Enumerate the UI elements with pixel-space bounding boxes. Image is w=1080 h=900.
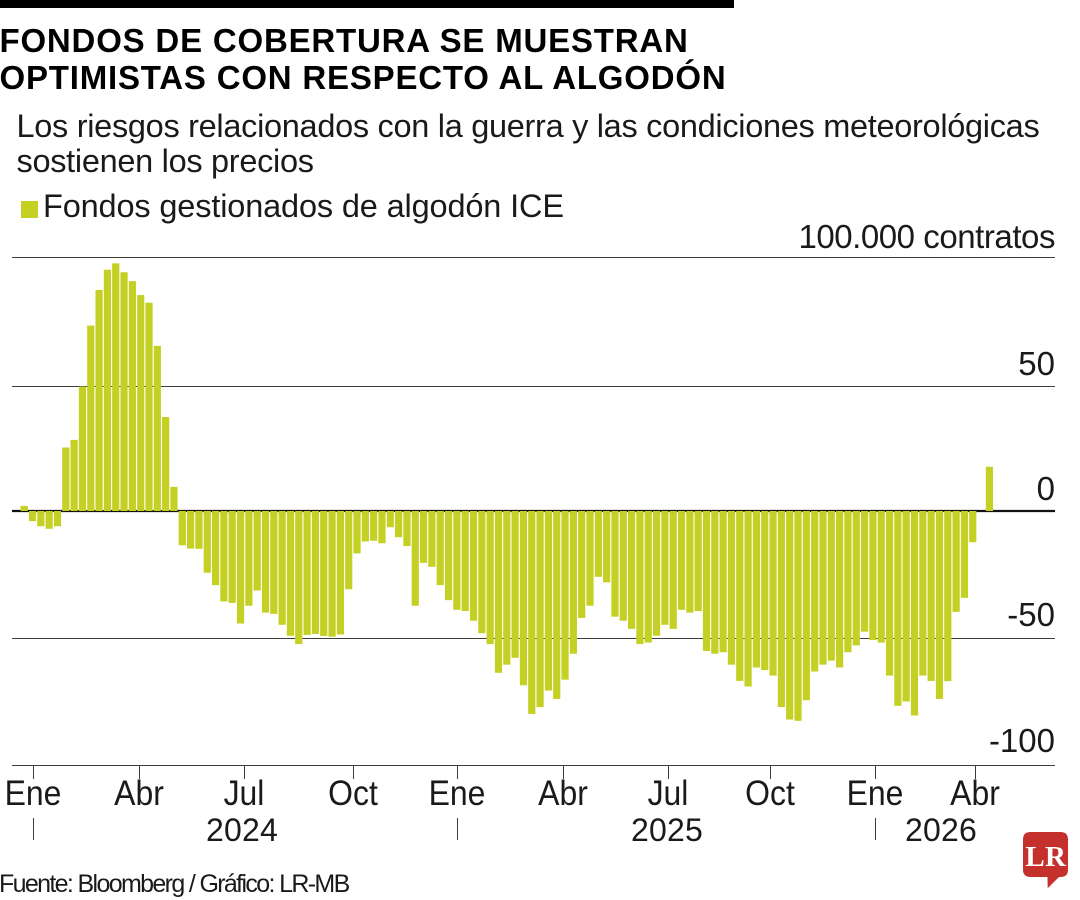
svg-text:LR: LR	[1025, 841, 1067, 873]
